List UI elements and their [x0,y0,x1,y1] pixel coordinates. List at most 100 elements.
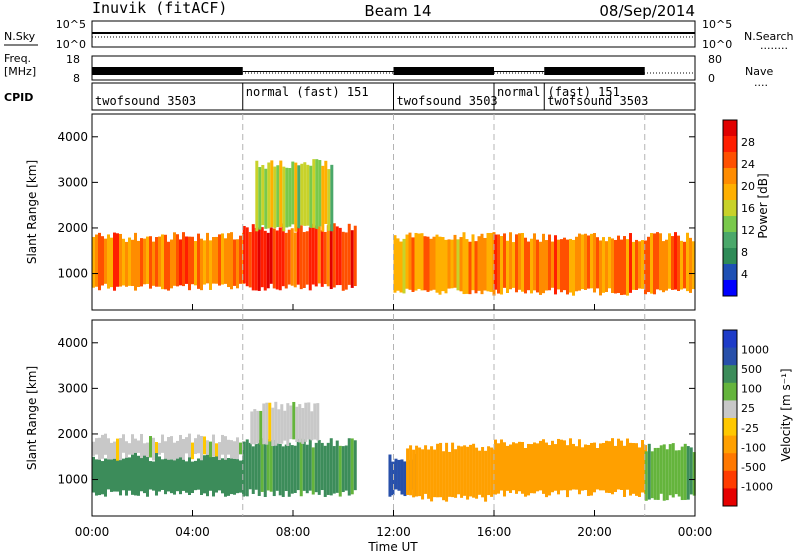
velocity-echo-column [158,456,161,492]
velocity-colorbar-label: Velocity [m s⁻¹] [779,368,793,461]
power-echo-column [638,241,641,289]
power-echo-column [260,227,264,288]
power-echo-column [551,241,554,288]
velocity-colorbar-tick: -100 [741,441,766,454]
cpid-label: CPID [4,91,33,104]
power-echo-column [533,233,536,291]
velocity-echo-column [197,434,200,454]
velocity-echo-column [478,450,482,495]
frequency-trace [92,67,645,75]
power-echo-column [299,225,303,290]
velocity-echo-column [256,410,260,444]
y-tick-label: 1000 [57,473,88,487]
velocity-echo-column [188,456,191,496]
power-echo-region-3 [393,232,496,296]
velocity-echo-column [439,442,443,498]
velocity-echo-column [281,446,285,497]
velocity-echo-column [686,446,690,500]
power-echo-column [411,237,415,292]
velocity-echo-column [500,439,503,491]
velocity-echo-column [98,437,101,460]
velocity-colorbar-tick: 500 [741,363,762,376]
velocity-echo-column [218,442,221,461]
velocity-echo-column [260,438,264,492]
power-echo-region-4 [494,232,695,296]
y-tick-label: 4000 [57,130,88,144]
power-echo-column [596,237,599,289]
velocity-echo-column [436,443,440,498]
power-echo-column [489,232,493,292]
power-echo-column [459,237,463,292]
velocity-colorbar-swatch [723,400,737,419]
power-echo-column [512,242,515,288]
velocity-echo-column [344,445,348,491]
velocity-echo-column [563,440,566,491]
power-colorbar: 28 24 20 16 12 8 4 [722,119,755,297]
power-echo-column [170,239,173,289]
power-echo-column [414,232,418,291]
power-echo-column [650,233,653,294]
velocity-echo-column [227,458,230,496]
power-echo-column [486,232,490,292]
velocity-echo-column [221,434,224,455]
velocity-echo-column [596,448,599,490]
velocity-echo-column [310,411,314,441]
y-tick-label: 2000 [57,221,88,235]
velocity-echo-column [632,443,635,494]
velocity-echo-column [200,458,203,495]
velocity-echo-column [149,461,152,490]
x-axis-label: Time UT [367,540,418,554]
velocity-echo-column [275,443,279,491]
velocity-echo-column [137,440,140,453]
power-echo-column [302,232,306,289]
velocity-echo-column [200,435,203,461]
velocity-echo-column [203,455,206,494]
power-echo-column [312,159,316,228]
power-echo-column [399,241,403,293]
power-colorbar-tick: 4 [741,268,748,281]
nave-dots: .... [754,76,768,89]
power-echo-region-0 [92,232,245,291]
power-echo-column [509,232,512,290]
velocity-echo-column [95,459,98,496]
velocity-echo-column [272,439,276,497]
velocity-echo-column [277,409,281,444]
power-echo-column [623,236,626,295]
velocity-echo-column [278,443,282,496]
velocity-echo-column [307,402,311,440]
velocity-echo-column [463,445,467,496]
noise-tick-right-top: 10^5 [702,18,732,31]
power-echo-column [107,234,110,289]
freq-block-3 [494,71,545,72]
power-echo-column [284,232,288,289]
power-echo-column [257,227,261,291]
power-echo-column [560,239,563,293]
velocity-echo-column [412,449,416,498]
velocity-echo-column [185,437,188,454]
y-tick-label: 3000 [57,175,88,189]
velocity-echo-column [167,456,170,492]
velocity-colorbar-frame [722,329,738,507]
velocity-echo-column [347,438,351,496]
velocity-echo-column [173,457,176,495]
velocity-echo-column [206,452,209,497]
velocity-echo-column [433,449,437,498]
power-echo-column [626,239,629,296]
power-echo-column [215,236,218,284]
power-echo-column [542,233,545,294]
velocity-echo-column [475,447,479,499]
power-echo-column [317,226,321,284]
power-echo-column [462,232,466,295]
power-echo-column [321,165,325,232]
velocity-echo-region-2 [242,438,357,497]
power-echo-column [483,237,487,291]
power-echo-column [251,224,255,291]
cpid-segment-label-3: normal (fast) 151 [497,85,620,99]
velocity-echo-column [400,459,404,495]
velocity-echo-column [506,445,509,491]
power-echo-column [441,237,445,292]
velocity-echo-column [680,446,684,501]
velocity-echo-column [674,450,678,495]
power-echo-column [680,240,683,290]
power-echo-column [554,235,557,295]
